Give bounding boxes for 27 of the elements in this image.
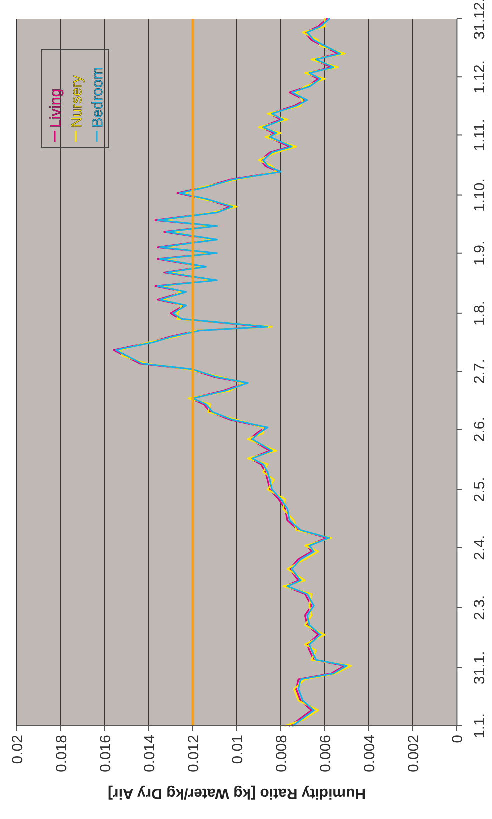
text: Nursery <box>68 74 86 128</box>
y-tick-label: 31.1. <box>471 651 488 685</box>
x-tick-label: 0.014 <box>141 735 158 773</box>
y-tick-label: 2.4. <box>471 535 488 560</box>
y-tick-label: 1.12. <box>471 60 488 94</box>
y-tick-label: 1.11. <box>471 119 488 152</box>
y-tick-label: 2.5. <box>471 477 488 502</box>
y-tick-label: 1.10. <box>471 178 488 212</box>
y-tick-label: 1.8. <box>471 300 488 326</box>
x-tick-label: 0.002 <box>405 735 422 773</box>
x-tick-label: 0.008 <box>273 735 290 773</box>
y-tick-label: 1.9. <box>471 240 488 266</box>
y-tick-label: 1.1. <box>471 713 488 739</box>
x-tick-label: 0.006 <box>317 735 334 773</box>
x-tick-label: 0.018 <box>53 735 70 773</box>
x-tick-label: 0.02 <box>9 735 26 764</box>
x-tick-label: 0.004 <box>361 735 378 773</box>
y-tick-label: 2.6. <box>471 417 488 442</box>
x-tick-label: 0.01 <box>229 735 246 764</box>
x-tick-label: 0 <box>449 735 466 744</box>
y-tick-label: 2.7. <box>471 359 488 384</box>
y-tick-label: 2.3. <box>471 595 488 620</box>
text: Living <box>47 88 64 128</box>
x-tick-label: 0.016 <box>97 735 114 773</box>
x-axis-title: Humidity Ratio [kg Water/kg Dry Air] <box>108 784 366 802</box>
text: Bedroom <box>89 67 106 128</box>
x-tick-label: 0.012 <box>185 735 202 773</box>
